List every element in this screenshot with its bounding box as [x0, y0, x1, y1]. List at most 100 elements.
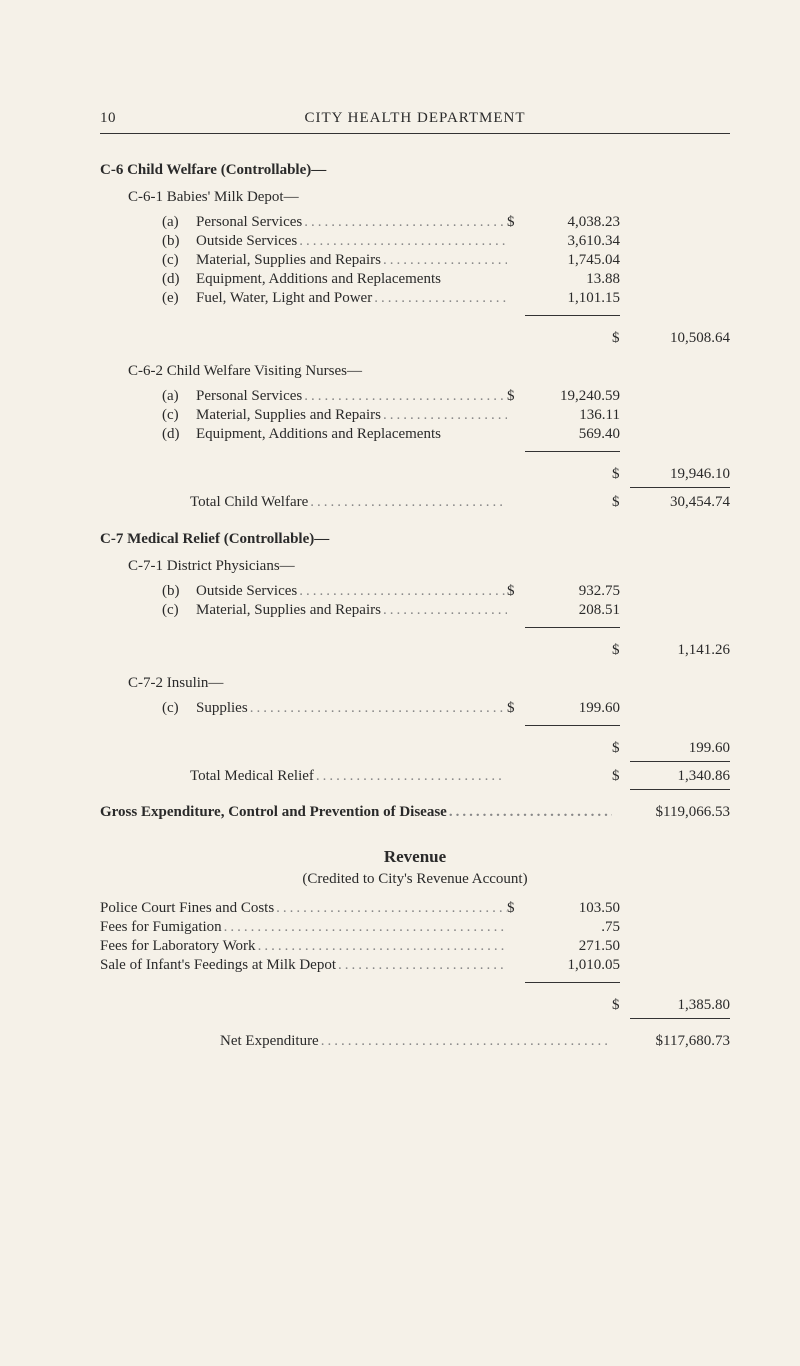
total-rule: [630, 761, 730, 762]
item-tag: (c): [162, 252, 196, 269]
subtotal-rule: [525, 725, 620, 726]
subtotal-currency: $: [612, 466, 630, 483]
c6-2-block: (a) Personal Services $ 19,240.59 (c) Ma…: [100, 388, 730, 458]
net-amount: $117,680.73: [612, 1033, 730, 1050]
page: 10 CITY HEALTH DEPARTMENT C-6 Child Welf…: [0, 0, 800, 1110]
subsection-c7-2-head: C-7-2 Insulin—: [128, 675, 730, 692]
subtotal-rule: [525, 627, 620, 628]
item-desc: Fuel, Water, Light and Power: [196, 290, 507, 307]
item-amount: 1,010.05: [525, 957, 620, 974]
page-title: CITY HEALTH DEPARTMENT: [140, 110, 690, 127]
item-desc: Fees for Laboratory Work: [100, 938, 507, 955]
item-amount: 3,610.34: [525, 233, 620, 250]
revenue-item: Fees for Fumigation .75: [100, 919, 620, 936]
c6-2-subtotal: $ 19,946.10: [100, 466, 730, 483]
subtotal-currency: $: [612, 330, 630, 347]
c6-1-subtotal: $ 10,508.64: [100, 330, 730, 347]
subtotal-rule: [525, 315, 620, 316]
total-currency: $: [612, 768, 630, 785]
c7-total: Total Medical Relief $ 1,340.86: [190, 768, 730, 785]
item-tag: (b): [162, 233, 196, 250]
c7-1-subtotal: $ 1,141.26: [100, 642, 730, 659]
c6-1-block: (a) Personal Services $ 4,038.23 (b) Out…: [100, 214, 730, 322]
subtotal-amount: 1,141.26: [630, 642, 730, 659]
subsection-c7-1-head: C-7-1 District Physicians—: [128, 558, 730, 575]
item-tag: (c): [162, 602, 196, 619]
item-amount: 103.50: [525, 900, 620, 917]
subtotal-currency: $: [612, 740, 630, 757]
item-amount: 208.51: [525, 602, 620, 619]
item-amount: 199.60: [525, 700, 620, 717]
item-tag: (b): [162, 583, 196, 600]
line-item: (c) Material, Supplies and Repairs 136.1…: [162, 407, 620, 424]
total-rule: [630, 487, 730, 488]
net-label: Net Expenditure: [220, 1033, 612, 1050]
item-tag: (e): [162, 290, 196, 307]
gross-expenditure: Gross Expenditure, Control and Preventio…: [100, 804, 730, 821]
line-item: (c) Material, Supplies and Repairs 208.5…: [162, 602, 620, 619]
item-tag: (a): [162, 214, 196, 231]
subsection-c6-1-head: C-6-1 Babies' Milk Depot—: [128, 189, 730, 206]
total-label: Total Medical Relief: [190, 768, 502, 785]
item-amount: 4,038.23: [525, 214, 620, 231]
item-desc: Personal Services: [196, 388, 507, 405]
line-item: (b) Outside Services 3,610.34: [162, 233, 620, 250]
subsection-c6-2-head: C-6-2 Child Welfare Visiting Nurses—: [128, 363, 730, 380]
revenue-item: Police Court Fines and Costs $ 103.50: [100, 900, 620, 917]
total-amount: 30,454.74: [630, 494, 730, 511]
item-desc: Outside Services: [196, 233, 507, 250]
line-item: (c) Supplies $ 199.60: [162, 700, 620, 717]
item-tag: (c): [162, 700, 196, 717]
item-currency: $: [507, 900, 525, 917]
item-currency: $: [507, 214, 525, 231]
page-header: 10 CITY HEALTH DEPARTMENT: [100, 110, 730, 127]
line-item: (c) Material, Supplies and Repairs 1,745…: [162, 252, 620, 269]
item-amount: 1,101.15: [525, 290, 620, 307]
line-item: (b) Outside Services $ 932.75: [162, 583, 620, 600]
item-amount: 19,240.59: [525, 388, 620, 405]
total-currency: $: [612, 494, 630, 511]
item-currency: $: [507, 388, 525, 405]
item-desc: Outside Services: [196, 583, 507, 600]
page-number: 10: [100, 110, 140, 127]
item-tag: (a): [162, 388, 196, 405]
line-item: (d) Equipment, Additions and Replacement…: [162, 426, 620, 443]
gross-amount: $119,066.53: [612, 804, 730, 821]
item-currency: $: [507, 700, 525, 717]
total-label: Total Child Welfare: [190, 494, 502, 511]
revenue-item: Fees for Laboratory Work 271.50: [100, 938, 620, 955]
section-c6-head: C-6 Child Welfare (Controllable)—: [100, 162, 730, 179]
item-desc: Sale of Infant's Feedings at Milk Depot: [100, 957, 507, 974]
c7-1-block: (b) Outside Services $ 932.75 (c) Materi…: [100, 583, 730, 634]
total-amount: 1,340.86: [630, 768, 730, 785]
subtotal-currency: $: [612, 642, 630, 659]
item-currency: $: [507, 583, 525, 600]
item-tag: (d): [162, 271, 196, 288]
revenue-block: Police Court Fines and Costs $ 103.50 Fe…: [100, 900, 730, 989]
gross-label: Gross Expenditure, Control and Preventio…: [100, 804, 612, 821]
item-tag: (c): [162, 407, 196, 424]
subtotal-rule: [525, 982, 620, 983]
net-expenditure: Net Expenditure $117,680.73: [220, 1033, 730, 1050]
subtotal-amount: 10,508.64: [630, 330, 730, 347]
line-item: (e) Fuel, Water, Light and Power 1,101.1…: [162, 290, 620, 307]
revenue-item: Sale of Infant's Feedings at Milk Depot …: [100, 957, 620, 974]
item-amount: 932.75: [525, 583, 620, 600]
total-rule: [630, 789, 730, 790]
item-tag: (d): [162, 426, 196, 443]
subtotal-rule: [525, 451, 620, 452]
item-amount: 569.40: [525, 426, 620, 443]
line-item: (d) Equipment, Additions and Replacement…: [162, 271, 620, 288]
header-rule: [100, 133, 730, 134]
section-c7-head: C-7 Medical Relief (Controllable)—: [100, 531, 730, 548]
subtotal-amount: 1,385.80: [630, 997, 730, 1014]
line-item: (a) Personal Services $ 4,038.23: [162, 214, 620, 231]
item-amount: 13.88: [525, 271, 620, 288]
item-amount: .75: [525, 919, 620, 936]
item-desc: Material, Supplies and Repairs: [196, 602, 507, 619]
c7-2-block: (c) Supplies $ 199.60: [100, 700, 730, 732]
subtotal-amount: 199.60: [630, 740, 730, 757]
line-item: (a) Personal Services $ 19,240.59: [162, 388, 620, 405]
item-desc: Police Court Fines and Costs: [100, 900, 507, 917]
revenue-subtitle: (Credited to City's Revenue Account): [100, 871, 730, 888]
